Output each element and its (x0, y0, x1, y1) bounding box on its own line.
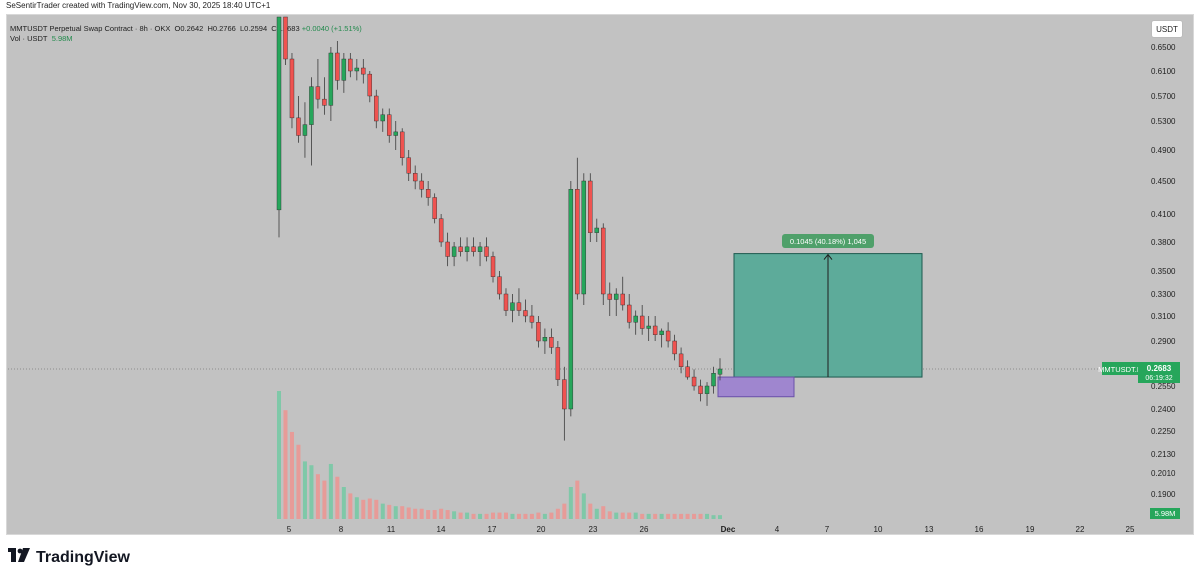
chart-pane[interactable] (6, 14, 1194, 535)
volume-legend: Vol · USDT 5.98M (10, 34, 73, 43)
tradingview-logo-text: TradingView (36, 548, 130, 566)
open-value: O0.2642 (174, 24, 204, 33)
ohlc-legend: MMTUSDT Perpetual Swap Contract · 8h · O… (10, 24, 362, 33)
close-value: C0.2683 (271, 24, 300, 33)
footer-branding: TradingView (8, 548, 130, 567)
tradingview-logo-icon (8, 548, 30, 567)
volume-title[interactable]: Vol · USDT (10, 34, 48, 43)
volume-value: 5.98M (51, 34, 73, 43)
high-value: H0.2766 (207, 24, 236, 33)
change-value: +0.0040 (+1.51%) (301, 24, 362, 33)
currency-button[interactable]: USDT (1151, 20, 1183, 38)
attribution-text: SeSentirTrader created with TradingView.… (6, 1, 271, 10)
low-value: L0.2594 (240, 24, 268, 33)
symbol-title[interactable]: MMTUSDT Perpetual Swap Contract · 8h · O… (10, 24, 171, 33)
